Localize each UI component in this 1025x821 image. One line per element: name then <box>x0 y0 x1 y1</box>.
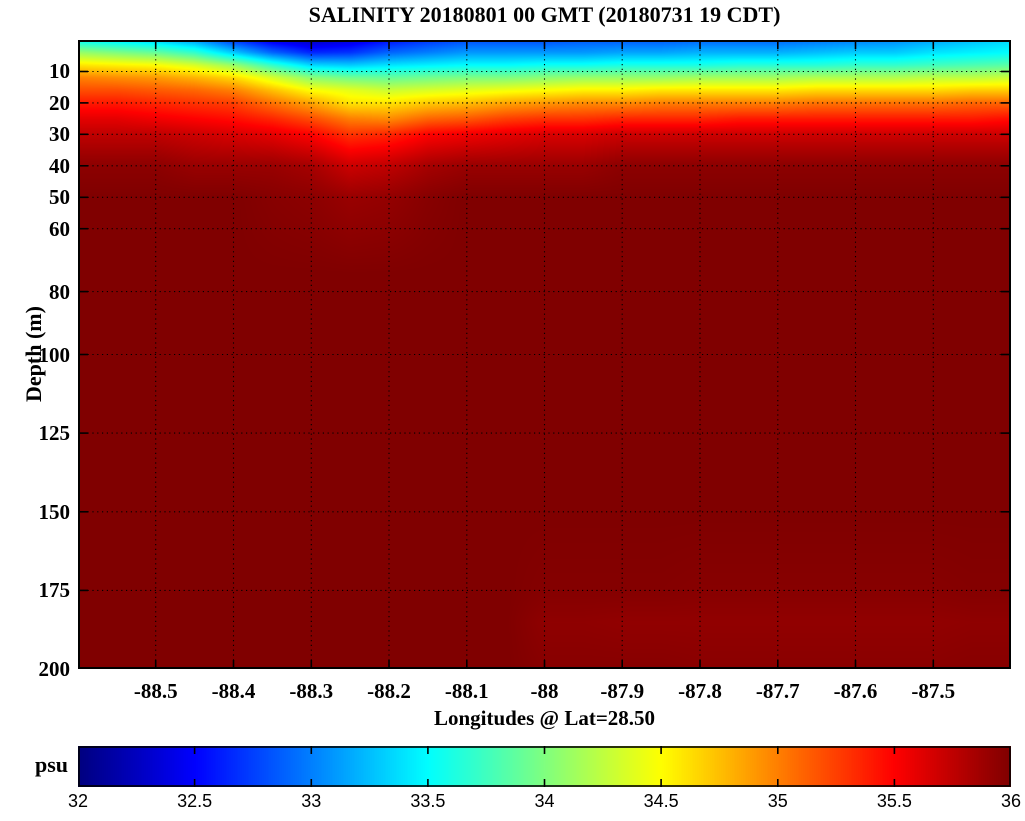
colorbar-tick-label: 36 <box>1000 791 1022 811</box>
y-tick-label: 150 <box>38 499 71 524</box>
x-tick-label: -87.7 <box>755 679 800 703</box>
x-tick-label: -87.9 <box>600 679 645 703</box>
colorbar-tick-label: 34 <box>534 791 555 811</box>
salinity-heatmap <box>78 40 1011 669</box>
y-tick-label: 20 <box>49 90 70 115</box>
colorbar-unit-label: psu <box>34 752 68 777</box>
x-tick-label: -87.6 <box>833 679 878 703</box>
x-tick-label: -88.1 <box>444 679 489 703</box>
colorbar-tick-label: 35 <box>767 791 788 811</box>
x-tick-label: -87.8 <box>678 679 722 703</box>
x-tick-label: -88.2 <box>367 679 411 703</box>
colorbar <box>78 746 1011 787</box>
y-tick-label: 80 <box>49 279 70 304</box>
plot-area <box>78 40 1011 669</box>
y-tick-label: 30 <box>49 122 70 147</box>
colorbar-gradient <box>78 746 1011 787</box>
colorbar-tick-label: 35.5 <box>876 791 912 811</box>
y-tick-label: 50 <box>49 185 70 210</box>
chart-title: SALINITY 20180801 00 GMT (20180731 19 CD… <box>308 2 781 27</box>
y-tick-label: 200 <box>38 657 71 681</box>
x-tick-label: -88.4 <box>211 679 256 703</box>
x-tick-label: -87.5 <box>911 679 956 703</box>
colorbar-tick-label: 33 <box>301 791 322 811</box>
x-axis-label: Longitudes @ Lat=28.50 <box>433 706 656 730</box>
colorbar-tick-label: 32.5 <box>177 791 213 811</box>
y-tick-label: 100 <box>38 342 71 367</box>
colorbar-tick-label: 33.5 <box>410 791 446 811</box>
y-tick-label: 10 <box>49 59 70 84</box>
x-tick-label: -88 <box>530 679 559 703</box>
x-tick-label: -88.5 <box>133 679 178 703</box>
y-tick-label: 40 <box>49 153 70 178</box>
colorbar-tick-label: 34.5 <box>643 791 679 811</box>
y-tick-label: 175 <box>38 578 71 603</box>
y-tick-label: 60 <box>49 216 70 241</box>
x-tick-label: -88.3 <box>289 679 334 703</box>
colorbar-tick-label: 32 <box>67 791 89 811</box>
y-tick-label: 125 <box>38 421 71 446</box>
